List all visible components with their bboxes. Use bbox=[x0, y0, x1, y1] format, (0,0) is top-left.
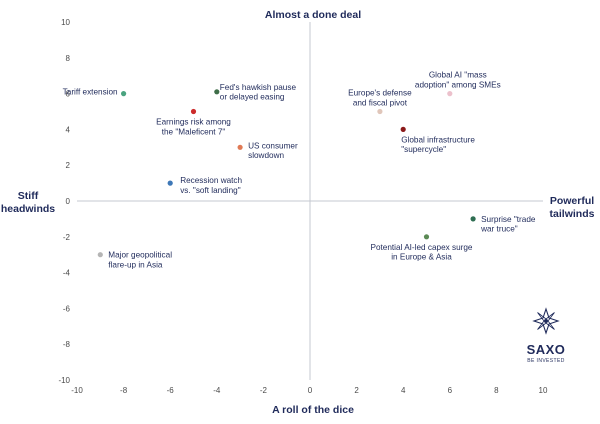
point-label: Tariff extension bbox=[63, 88, 118, 97]
point-label: Surprise "trade bbox=[481, 215, 536, 224]
saxo-compass-icon bbox=[532, 307, 560, 335]
data-point bbox=[121, 91, 127, 97]
axis-label-top: Almost a done deal bbox=[265, 9, 361, 21]
axis-label-left-line-1: Stiff bbox=[18, 190, 39, 202]
x-tick-label: -8 bbox=[120, 386, 128, 395]
y-tick-label: -4 bbox=[63, 269, 71, 278]
x-tick-label: -2 bbox=[260, 386, 268, 395]
data-point bbox=[237, 144, 243, 150]
x-tick-label: 2 bbox=[354, 386, 359, 395]
data-point bbox=[400, 126, 406, 132]
point-label: or delayed easing bbox=[220, 93, 285, 102]
point-label: "supercycle" bbox=[401, 145, 446, 154]
data-point bbox=[470, 216, 476, 222]
point-label: Potential AI-led capex surge bbox=[371, 243, 473, 252]
point-label: and fiscal pivot bbox=[353, 98, 408, 107]
brand-name: SAXO bbox=[527, 342, 566, 357]
y-tick-labels: -10 -8 -6 -4 -2 0 2 4 6 8 10 bbox=[58, 18, 70, 385]
axis-label-left-line-2: headwinds bbox=[1, 203, 55, 215]
data-point bbox=[190, 108, 197, 115]
x-tick-labels: -10 -8 -6 -4 -2 0 2 4 6 8 10 bbox=[71, 386, 548, 395]
y-tick-label: 10 bbox=[61, 18, 70, 27]
point-label: vs. "soft landing" bbox=[180, 186, 241, 195]
axis-label-right-line-2: tailwinds bbox=[550, 208, 595, 220]
point-label: slowdown bbox=[248, 151, 284, 160]
y-tick-label: -10 bbox=[58, 376, 70, 385]
y-tick-label: 8 bbox=[66, 54, 71, 63]
y-tick-label: 2 bbox=[66, 161, 71, 170]
axis-label-right-line-1: Powerful bbox=[550, 195, 594, 207]
x-tick-label: 8 bbox=[494, 386, 499, 395]
y-tick-label: 4 bbox=[66, 125, 71, 134]
y-tick-label: 6 bbox=[66, 90, 71, 99]
point-label: adoption" among SMEs bbox=[415, 80, 501, 89]
x-tick-label: 6 bbox=[448, 386, 453, 395]
point-label: US consumer bbox=[248, 141, 298, 150]
x-tick-label: 10 bbox=[539, 386, 548, 395]
data-point bbox=[167, 180, 173, 186]
brand-tagline: BE INVESTED bbox=[527, 358, 564, 364]
x-tick-label: 4 bbox=[401, 386, 406, 395]
point-label: Fed's hawkish pause bbox=[220, 83, 297, 92]
point-label: flare-up in Asia bbox=[108, 261, 163, 270]
point-label: Major geopolitical bbox=[108, 251, 172, 260]
point-label: Europe's defense bbox=[348, 89, 412, 98]
data-point bbox=[377, 108, 383, 115]
data-point bbox=[447, 91, 453, 97]
data-point bbox=[423, 234, 430, 240]
y-tick-label: 0 bbox=[66, 197, 71, 206]
saxo-logo: SAXO BE INVESTED bbox=[527, 307, 566, 364]
y-tick-label: -2 bbox=[63, 233, 71, 242]
x-tick-label: -10 bbox=[71, 386, 83, 395]
point-label: war truce" bbox=[480, 225, 518, 234]
y-tick-label: -8 bbox=[63, 340, 71, 349]
x-tick-label: 0 bbox=[308, 386, 313, 395]
point-label: Earnings risk among bbox=[156, 118, 231, 127]
point-label: the "Maleficent 7" bbox=[162, 127, 226, 136]
point-label: Global infrastructure bbox=[401, 135, 475, 144]
point-label: Recession watch bbox=[180, 176, 242, 185]
data-point bbox=[214, 89, 220, 95]
point-label: Global AI "mass bbox=[429, 71, 487, 80]
x-tick-label: -4 bbox=[213, 386, 221, 395]
y-tick-label: -6 bbox=[63, 304, 71, 313]
point-label: in Europe & Asia bbox=[391, 253, 452, 262]
data-point bbox=[97, 252, 103, 258]
x-tick-label: -6 bbox=[167, 386, 175, 395]
axis-label-bottom: A roll of the dice bbox=[272, 404, 354, 416]
